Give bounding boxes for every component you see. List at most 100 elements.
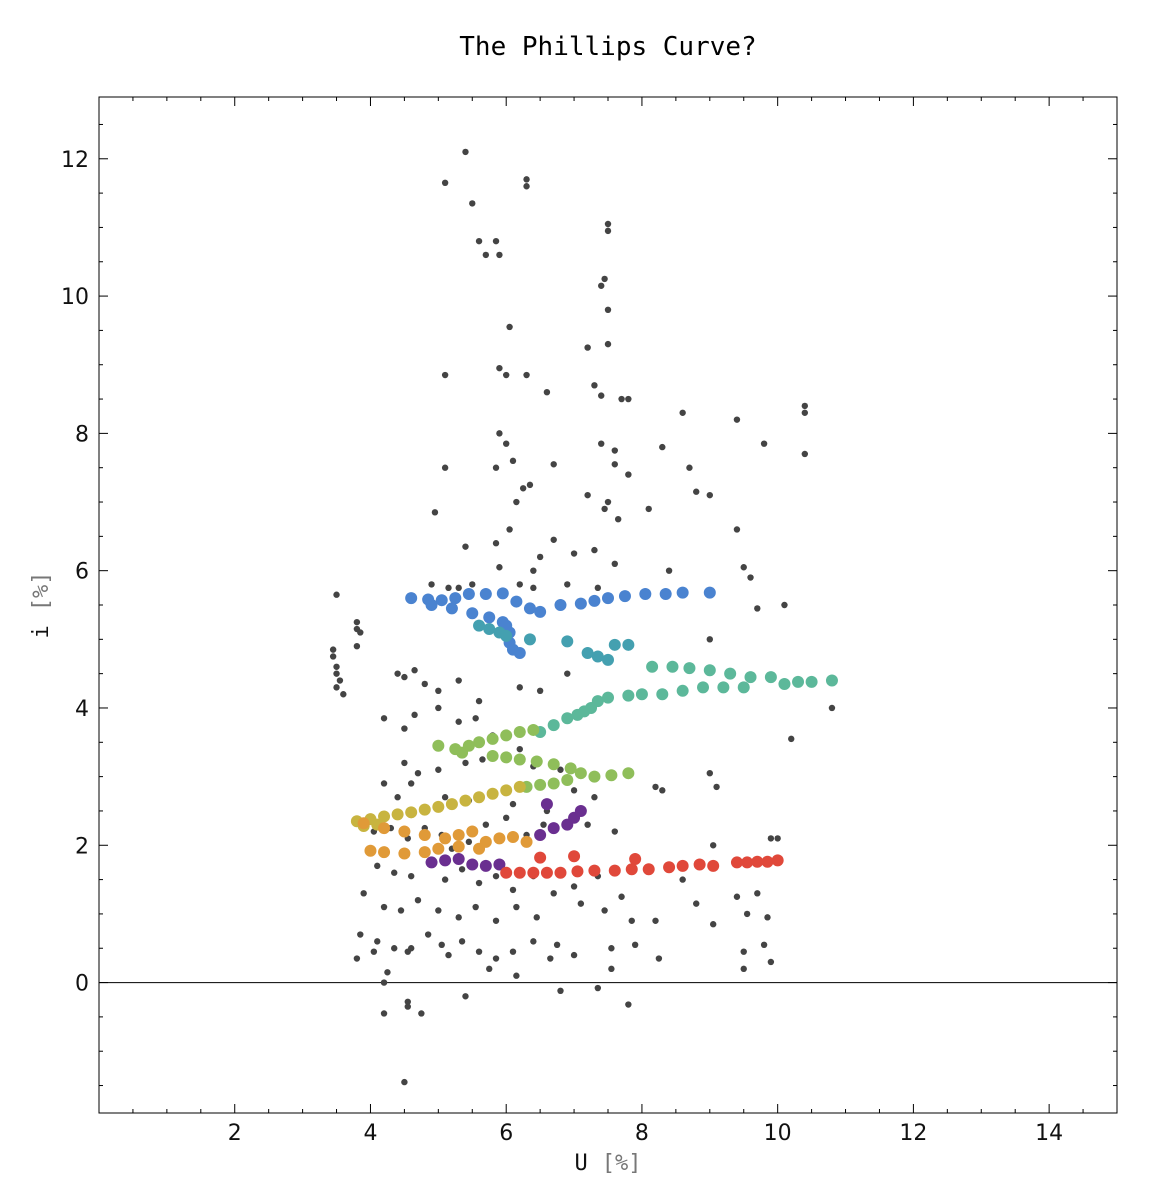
data-point	[594, 584, 602, 592]
data-point	[428, 581, 435, 588]
data-point	[516, 581, 523, 588]
series-point	[398, 847, 411, 860]
series-point	[506, 831, 519, 844]
series-point	[561, 712, 574, 725]
series-point	[574, 767, 587, 780]
series-point	[432, 800, 445, 813]
data-point	[353, 955, 361, 962]
data-point	[458, 938, 466, 945]
data-point	[465, 838, 473, 846]
series-point	[466, 825, 479, 838]
data-point	[781, 601, 788, 609]
series-point	[540, 798, 553, 811]
series-point	[618, 590, 631, 603]
data-point	[455, 914, 462, 921]
series-point	[744, 671, 757, 684]
data-point	[740, 948, 747, 955]
y-tick-label: 0	[75, 972, 89, 997]
data-point	[801, 450, 809, 458]
data-point	[584, 821, 591, 828]
data-point	[496, 564, 503, 571]
data-point	[492, 872, 500, 880]
series-point	[435, 594, 448, 607]
data-point	[384, 969, 391, 976]
data-point	[414, 896, 422, 904]
data-point	[740, 564, 747, 571]
data-point	[740, 965, 747, 973]
series-point	[683, 662, 696, 675]
data-point	[475, 237, 483, 245]
data-point	[570, 951, 578, 959]
series-point	[527, 723, 540, 736]
series-point	[534, 851, 547, 864]
data-point	[519, 485, 527, 492]
series-point	[432, 842, 445, 855]
series-point	[513, 726, 526, 738]
data-point	[407, 872, 415, 880]
data-point	[618, 395, 625, 403]
series-point	[602, 592, 614, 605]
data-point	[709, 842, 717, 849]
series-point	[697, 681, 710, 694]
series-point	[666, 660, 679, 673]
series-point	[452, 853, 465, 865]
series-point	[591, 650, 604, 663]
axis-ticks	[99, 97, 1117, 1113]
series-point	[425, 599, 438, 611]
data-point	[370, 948, 378, 955]
data-point	[475, 697, 483, 705]
data-point	[706, 491, 713, 499]
series-point	[547, 719, 560, 732]
data-point	[353, 618, 361, 626]
data-point	[394, 794, 401, 801]
data-point	[333, 591, 340, 598]
data-point	[584, 344, 591, 351]
series-point	[574, 804, 587, 817]
data-point	[570, 883, 578, 890]
x-tick-labels: 2 4 6 8 10 12 14	[228, 1121, 1063, 1146]
series-point	[513, 780, 526, 793]
data-point	[394, 670, 401, 677]
series-group	[500, 850, 784, 879]
data-point	[472, 715, 479, 722]
series-point	[418, 828, 431, 841]
data-point	[380, 979, 388, 986]
data-point	[570, 550, 578, 557]
data-point	[441, 179, 449, 187]
series-point	[825, 674, 838, 687]
series-point	[500, 751, 513, 764]
data-point	[604, 227, 612, 235]
data-point	[360, 890, 367, 897]
data-point	[492, 955, 500, 962]
data-point	[608, 965, 615, 973]
series-point	[473, 619, 486, 632]
series-point	[741, 856, 754, 869]
data-point	[645, 505, 652, 513]
data-point	[411, 711, 418, 719]
data-point	[608, 945, 615, 952]
series-point	[588, 594, 601, 607]
data-point	[469, 581, 476, 588]
series-point	[625, 863, 638, 876]
series-point	[432, 739, 445, 752]
data-point	[693, 488, 700, 495]
series-point	[479, 859, 492, 872]
data-point	[570, 787, 578, 794]
series-group	[329, 148, 836, 1086]
x-tick-label: 10	[764, 1121, 792, 1146]
data-point	[333, 663, 340, 670]
data-point	[557, 987, 564, 995]
data-point	[754, 605, 761, 612]
data-point	[533, 914, 540, 921]
series-point	[513, 866, 526, 879]
data-point	[536, 687, 544, 695]
data-point	[523, 183, 530, 190]
series-point	[605, 769, 618, 782]
data-point	[374, 938, 381, 945]
data-point	[486, 965, 493, 973]
series-point	[761, 855, 774, 868]
data-point	[441, 876, 449, 883]
data-point	[550, 890, 557, 897]
data-point	[611, 828, 618, 835]
series-point	[500, 729, 513, 742]
